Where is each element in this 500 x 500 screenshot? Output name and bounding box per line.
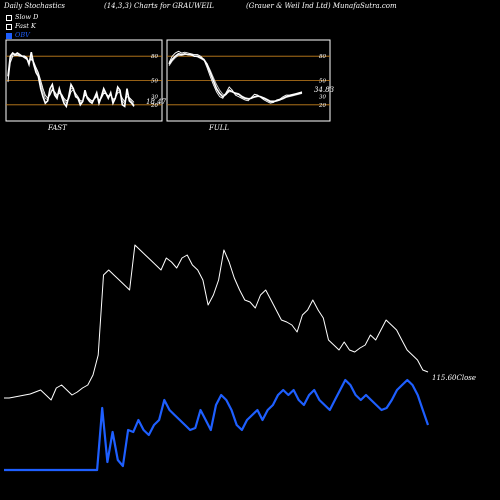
legend-label-obv: OBV (15, 31, 30, 39)
full-panel-title: FULL (209, 124, 230, 132)
obv-series-line (4, 378, 430, 472)
legend-item-slow-d: Slow D (6, 13, 38, 22)
fast-tick-label-2: 30 (151, 95, 158, 101)
full-tick-label-1: 50 (319, 79, 326, 85)
fast-panel-title: FAST (48, 124, 67, 132)
fast-last-value: 18.47 (146, 98, 167, 106)
price-series-line (4, 244, 429, 401)
price-last-label: 115.60Close (432, 374, 476, 382)
fast-series-line-2 (7, 54, 135, 103)
full-series-line-1 (168, 54, 303, 102)
chart-header-right: (Grauer & Weil Ind Ltd) MunafaSutra.com (246, 2, 397, 10)
chart-header-left: Daily Stochastics (4, 2, 66, 10)
legend-label-slow-d: Slow D (15, 13, 39, 21)
full-tick-label-2: 30 (319, 95, 326, 101)
fast-tick-label-3: 20 (150, 103, 158, 109)
full-series-line-2 (168, 50, 303, 104)
fast-series-line-0 (7, 51, 135, 109)
fast-series-line-1 (7, 54, 135, 106)
legend: Slow D Fast K OBV (6, 13, 38, 40)
fast-tick-label-0: 80 (151, 54, 158, 60)
legend-label-fast-k: Fast K (15, 22, 36, 30)
chart-header-center: (14,3,3) Charts for GRAUWEIL (104, 2, 214, 10)
legend-item-fast-k: Fast K (6, 22, 38, 31)
legend-swatch-obv (6, 32, 12, 39)
full-last-value: 34.83 (314, 86, 335, 94)
full-tick-label-0: 80 (319, 54, 326, 60)
legend-swatch-slow-d (6, 14, 12, 21)
fast-tick-label-1: 50 (151, 79, 158, 85)
full-tick-label-3: 20 (318, 103, 326, 109)
legend-item-obv: OBV (6, 31, 38, 40)
legend-swatch-fast-k (6, 23, 12, 30)
